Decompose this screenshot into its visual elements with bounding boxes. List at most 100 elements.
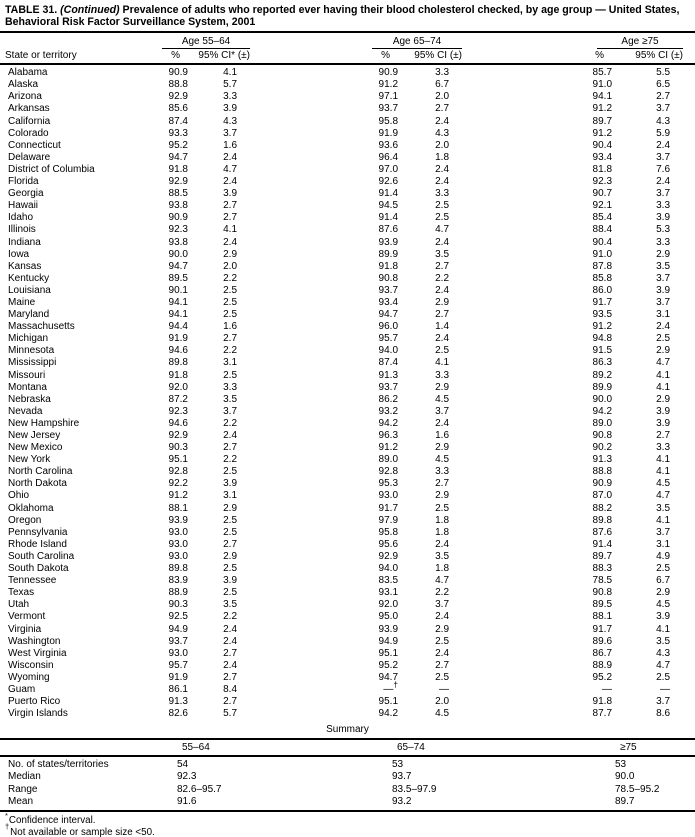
table-row: Montana 92.0 3.3 93.7 2.9 89.9 4.1 [0,382,695,394]
percent-value: 91.2 [592,127,613,139]
percent-value: 89.7 [592,115,613,127]
table-row: Vermont 92.5 2.2 95.0 2.4 88.1 3.9 [0,611,695,623]
ci-value: 2.5 [223,587,238,599]
prevalence-table: State or territory Age 55–64 Age 65–74 A… [0,31,695,720]
ci-value: 4.5 [435,708,450,720]
ci-value: 2.4 [656,321,671,333]
ci-value: 2.9 [656,248,671,260]
ci-value: 4.7 [656,357,671,369]
ci-value: 4.1 [223,224,238,236]
title-continued-tag: (Continued) [60,4,120,16]
percent-value: 93.7 [168,635,188,647]
percent-value: 94.5 [378,200,399,212]
percent-value: 90.2 [592,442,613,454]
percent-value: 89.0 [592,417,613,429]
table-row: Mississippi 89.8 3.1 87.4 4.1 86.3 4.7 [0,357,695,369]
state-name: Louisiana [8,284,51,296]
footnote-not-available: †Not available or sample size <50. [5,822,155,837]
ci-value: 4.3 [656,647,671,659]
ci-value: 1.8 [435,151,450,163]
summary-row: No. of states/territories 54 53 53 [0,756,695,771]
percent-value: 86.2 [378,393,399,405]
ci-value: 3.5 [223,393,238,405]
ci-value: 2.4 [223,623,238,635]
summary-row-label: Range [8,783,38,795]
table-row: Pennsylvania 93.0 2.5 95.8 1.8 87.6 3.7 [0,527,695,539]
percent-value: 92.0 [168,381,188,393]
table-row: New Hampshire 94.6 2.2 94.2 2.4 89.0 3.9 [0,418,695,430]
ci-value: 2.7 [223,696,238,708]
percent-value: 97.0 [378,163,399,175]
state-name: Wisconsin [8,659,54,671]
percent-value: 94.7 [378,671,399,683]
ci-value: 3.7 [223,405,238,417]
percent-value: 89.5 [592,599,613,611]
state-name: Indiana [8,236,41,248]
footnote-confidence-interval: *Confidence interval. [5,810,96,827]
percent-value: 93.9 [378,236,399,248]
percent-value: 88.1 [168,502,188,514]
summary-value: 93.7 [392,771,412,783]
state-name: Missouri [8,369,46,381]
summary-value: 83.5–97.9 [392,783,437,795]
ci-value: 6.5 [656,79,671,91]
percent-value: 88.4 [592,224,613,236]
column-group-age-75plus: Age ≥75 [462,32,695,50]
ci-value: 2.4 [435,236,450,248]
ci-value: 3.9 [656,284,671,296]
state-name: West Virginia [8,647,67,659]
percent-value: 90.9 [592,478,613,490]
percent-value: 91.2 [378,79,399,91]
percent-value: 94.2 [378,708,399,720]
percent-value: 89.8 [592,514,613,526]
ci-value: 3.9 [656,405,671,417]
table-row: Illinois 92.3 4.1 87.6 4.7 88.4 5.3 [0,224,695,236]
ci-value: 4.1 [656,623,671,635]
percent-value: 94.6 [168,417,188,429]
state-name: Pennsylvania [8,526,68,538]
percent-value: 95.2 [168,139,188,151]
percent-value: 93.7 [378,103,399,115]
percent-value: 94.2 [378,417,399,429]
percent-value: 93.9 [168,514,188,526]
ci-value: 3.7 [656,151,671,163]
percent-value: 88.9 [168,587,188,599]
percent-value: 87.8 [592,260,613,272]
ci-value: 4.3 [656,115,671,127]
ci-value: 5.5 [656,67,671,79]
percent-value: 94.6 [168,345,188,357]
ci-value: 2.5 [223,309,238,321]
state-name: Connecticut [8,139,61,151]
percent-value: 94.9 [378,635,399,647]
ci-value: 2.2 [435,587,450,599]
percent-value: 93.9 [378,623,399,635]
title-text: Prevalence of adults who reported ever h… [5,4,680,28]
percent-value: 89.5 [168,272,188,284]
summary-value: 90.0 [615,771,635,783]
age-55-64-label: Age 55–64 [162,36,251,50]
state-name: Alaska [8,79,39,91]
percent-value: 87.4 [378,357,399,369]
percent-value: 90.1 [168,284,188,296]
percent-value: 89.9 [592,381,613,393]
percent-value: 96.4 [378,151,399,163]
ci-value: 2.0 [435,139,450,151]
percent-value: 94.8 [592,333,613,345]
percent-value: 93.7 [378,381,399,393]
state-name: Virginia [8,623,42,635]
percent-value: 95.8 [378,115,399,127]
ci-value: 2.5 [435,671,450,683]
percent-value: 83.5 [378,575,399,587]
percent-value: 88.8 [592,466,613,478]
percent-value: 87.7 [592,708,613,720]
percent-value: 91.4 [378,212,399,224]
ci-value: 2.5 [223,296,238,308]
percent-value: 91.4 [592,538,613,550]
state-name: Delaware [8,151,51,163]
state-name: Montana [8,381,47,393]
percent-value: 96.0 [378,321,399,333]
column-header-percent-75plus: % [462,49,613,66]
percent-value: 91.8 [168,369,188,381]
ci-value: 5.9 [656,127,671,139]
table-row: South Carolina 93.0 2.9 92.9 3.5 89.7 4.9 [0,551,695,563]
